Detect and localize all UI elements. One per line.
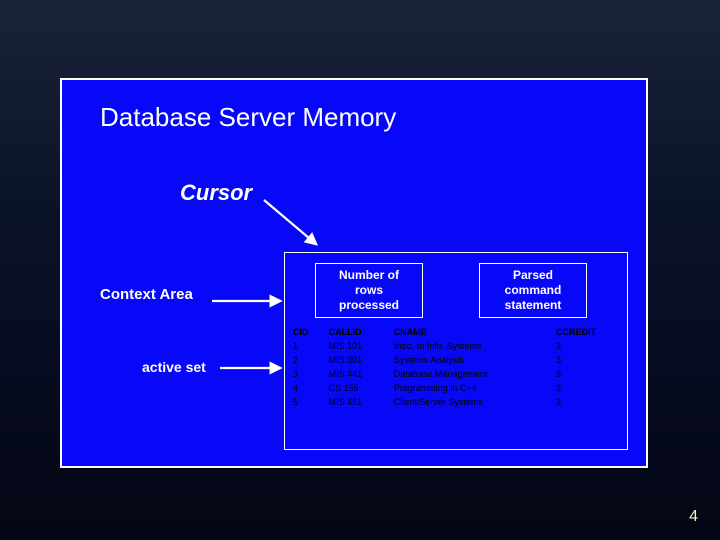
table-row: 3 MIS 441 Database Management 3 [289,367,625,381]
cell: 3 [552,353,625,367]
cell: Programming in C++ [390,381,552,395]
context-area-label: Context Area [100,286,193,303]
cell: MIS 101 [325,339,390,353]
cell: 3 [552,395,625,409]
col-header-callid: CALLID [325,325,390,339]
col-header-ccredit: CCREDIT [552,325,625,339]
page-number: 4 [689,508,698,526]
cell: Intro. to Info. Systems [390,339,552,353]
cell: 4 [289,381,325,395]
slide-title: Database Server Memory [100,102,396,133]
cell: 3 [552,339,625,353]
col-header-cid: CID [289,325,325,339]
table-header-row: CID CALLID CNAME CCREDIT [289,325,625,339]
cell: 1 [289,339,325,353]
cell: 3 [552,381,625,395]
rows-processed-box: Number ofrowsprocessed [315,263,423,318]
table-row: 5 MIS 451 Client/Server Systems 3 [289,395,625,409]
cell: MIS 451 [325,395,390,409]
cell: CS 155 [325,381,390,395]
active-set-table: CID CALLID CNAME CCREDIT 1 MIS 101 Intro… [289,325,625,409]
slide-frame: Database Server Memory Cursor Context Ar… [60,78,648,468]
cell: 2 [289,353,325,367]
table-row: 1 MIS 101 Intro. to Info. Systems 3 [289,339,625,353]
table-row: 2 MIS 301 Systems Analysis 3 [289,353,625,367]
cell: MIS 441 [325,367,390,381]
cell: Systems Analysis [390,353,552,367]
cell: 5 [289,395,325,409]
cell: 3 [289,367,325,381]
table-row: 4 CS 155 Programming in C++ 3 [289,381,625,395]
cell: 3 [552,367,625,381]
col-header-cname: CNAME [390,325,552,339]
active-set-label: active set [142,359,206,375]
cell: Database Management [390,367,552,381]
cursor-label: Cursor [180,180,252,206]
arrow-context-label-to-box [210,296,290,306]
context-area-box: Number ofrowsprocessed Parsedcommandstat… [284,252,628,450]
cell: MIS 301 [325,353,390,367]
arrow-cursor-to-context [260,196,340,256]
parsed-statement-box: Parsedcommandstatement [479,263,587,318]
cell: Client/Server Systems [390,395,552,409]
